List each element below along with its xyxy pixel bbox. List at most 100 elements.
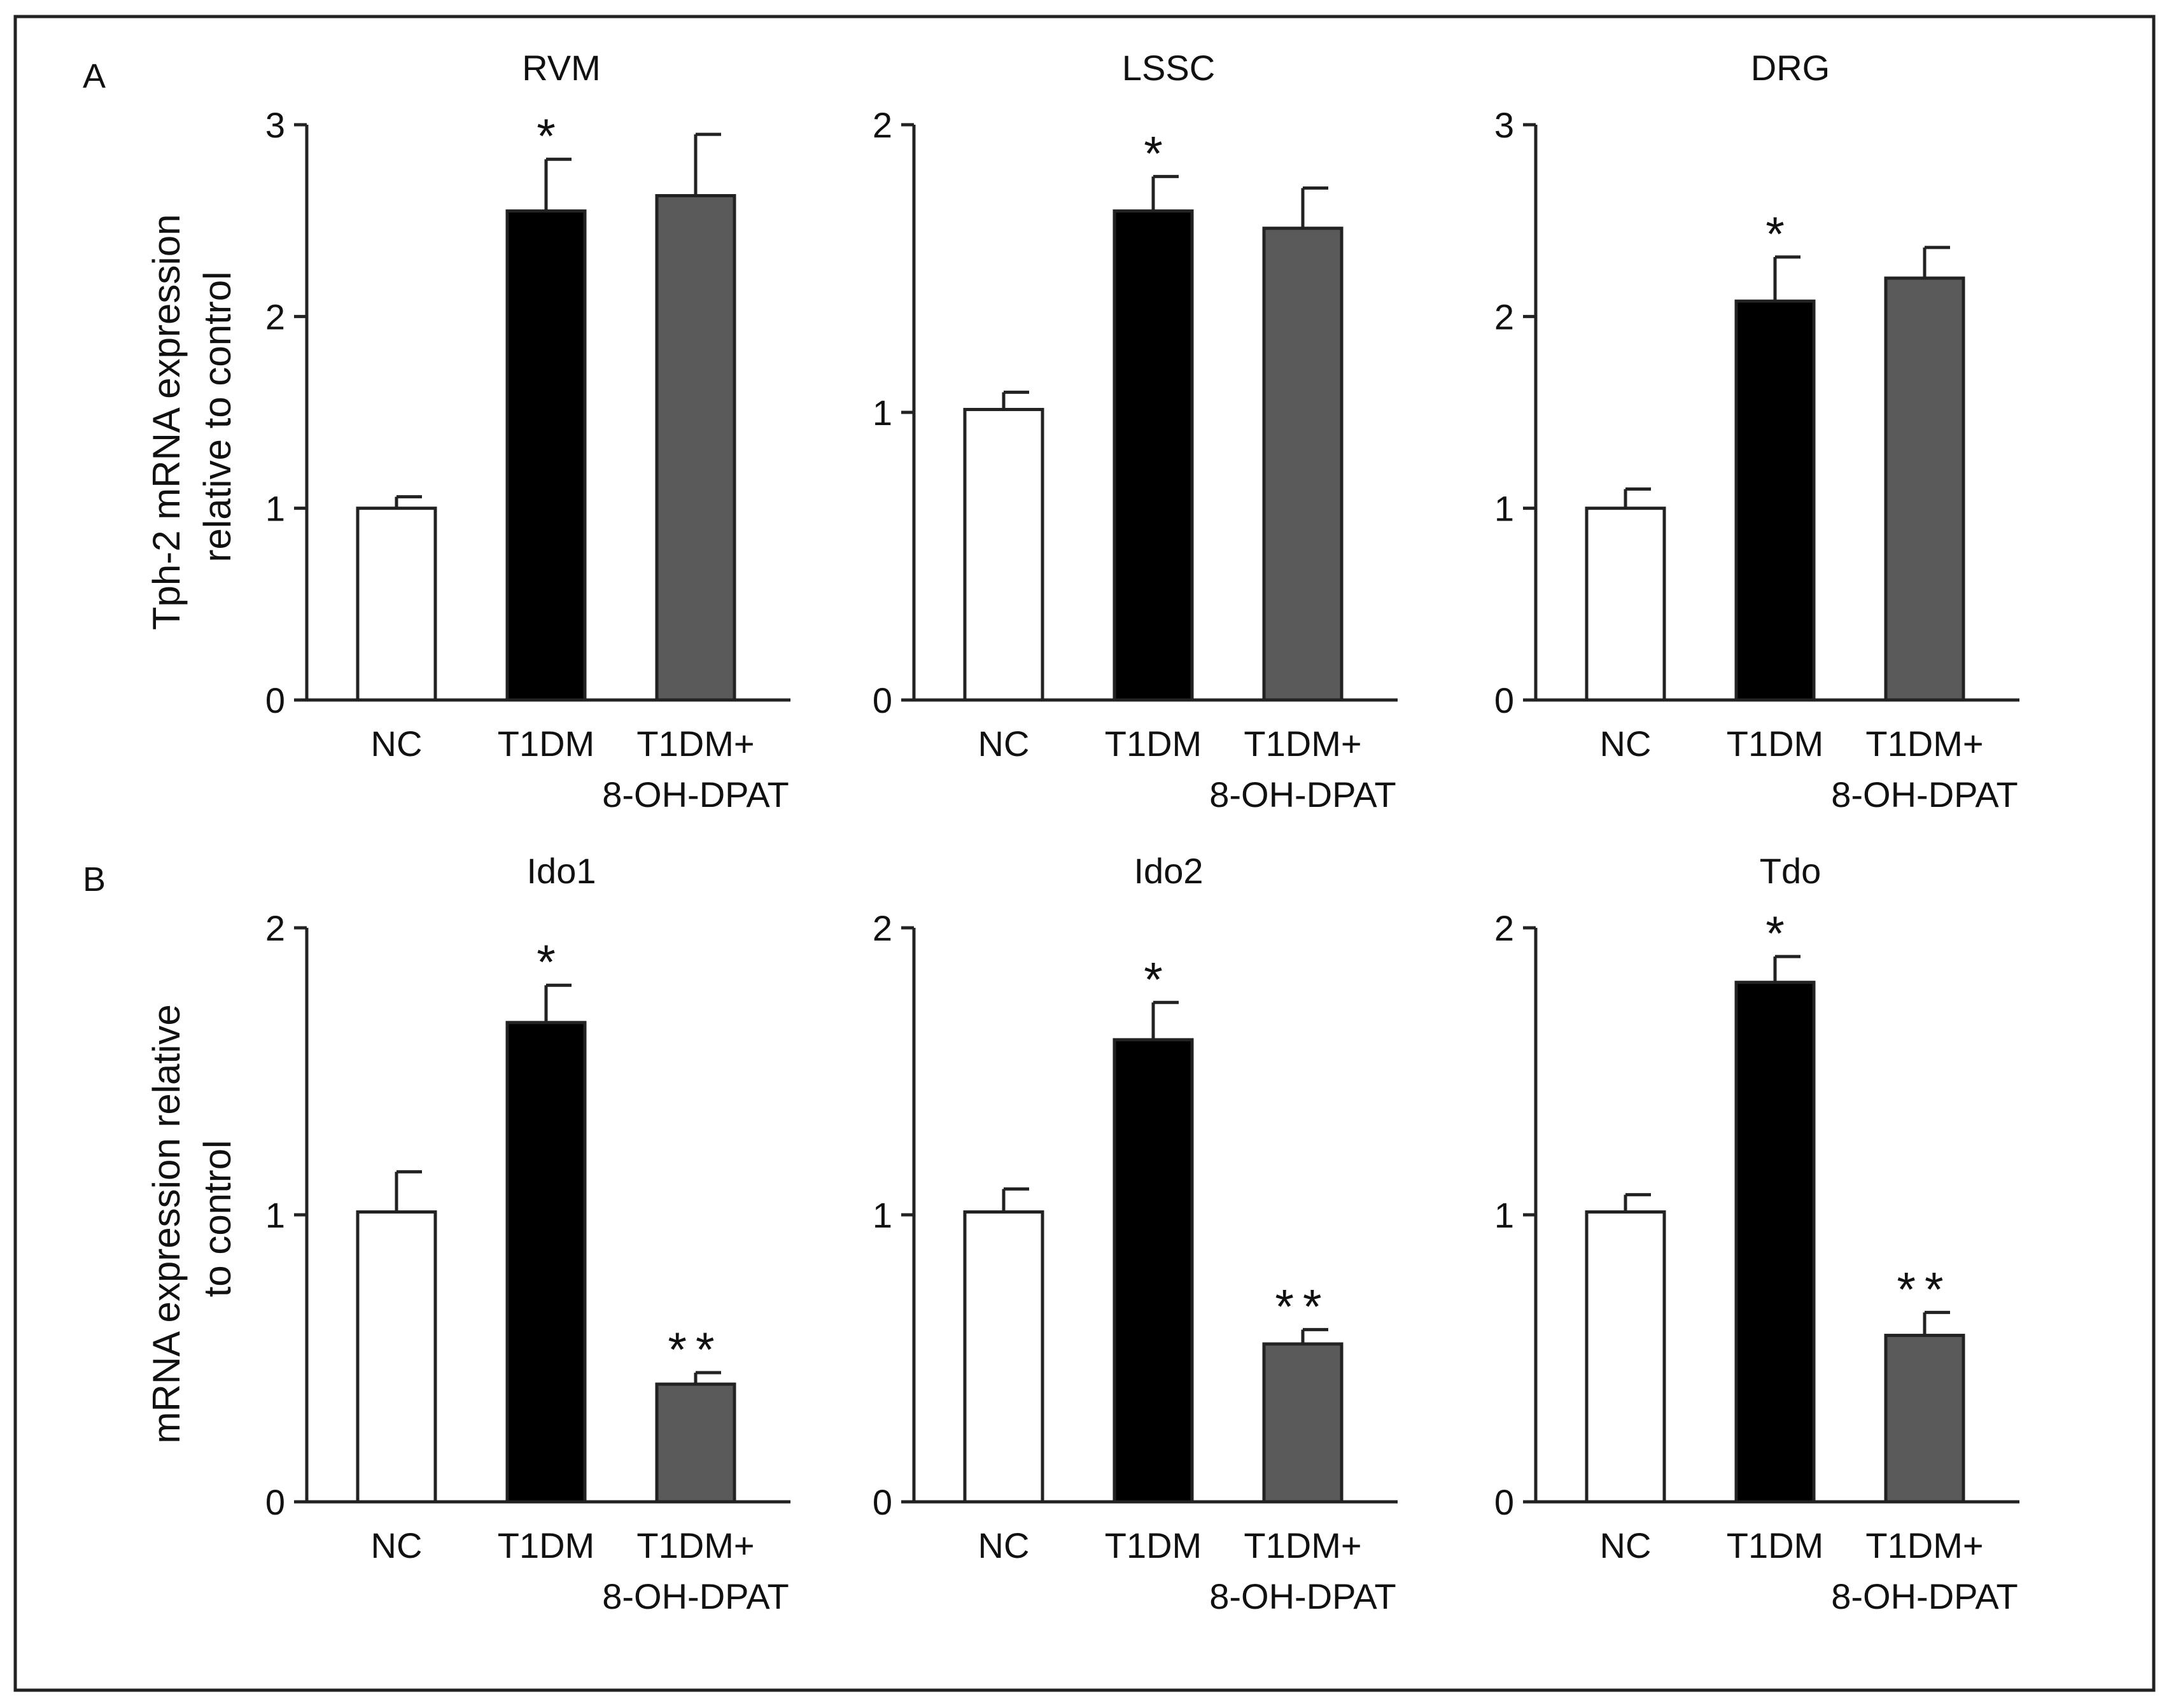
chart-drg: DRG 0 1 2 3 NC * T1DM T1DM+ 8-OH-DPAT	[1494, 48, 2019, 815]
chart-title: Ido1	[527, 851, 596, 891]
category-label: T1DM+ 8-OH-DPAT	[602, 1525, 789, 1616]
y-tick-label: 2	[873, 105, 892, 145]
y-tick-label: 2	[873, 908, 892, 948]
bar	[1262, 227, 1344, 702]
chart-ido1: Ido1 0 1 2 NC * T1DM ** T1DM+ 8-OH-DPAT	[265, 851, 790, 1616]
chart-title: Ido2	[1134, 851, 1204, 891]
category-label-line: T1DM	[1727, 724, 1823, 764]
category-label-line: NC	[978, 724, 1030, 764]
bar	[1585, 507, 1666, 702]
chart-title: Tdo	[1760, 851, 1822, 891]
significance-marker: *	[1144, 127, 1163, 181]
y-axis-label-b: mRNA expression relative to control	[145, 994, 239, 1444]
y-axis-label-a-line-1: Tph-2 mRNA expression	[145, 214, 188, 631]
category-label-line: T1DM+	[636, 724, 754, 764]
category-label-line: 8-OH-DPAT	[1831, 774, 2018, 815]
significance-marker: *	[1765, 907, 1785, 961]
category-label-line: 8-OH-DPAT	[1209, 1576, 1396, 1616]
bar	[1884, 276, 1965, 702]
category-label-line: T1DM+	[1865, 1525, 1983, 1565]
category-label: NC	[978, 724, 1030, 764]
category-label: T1DM+ 8-OH-DPAT	[1831, 1525, 2018, 1616]
category-label: NC	[1600, 724, 1652, 764]
category-label-line: T1DM	[1105, 1525, 1202, 1565]
category-label: T1DM+ 8-OH-DPAT	[602, 724, 789, 815]
y-axis-label-a: Tph-2 mRNA expression relative to contro…	[145, 204, 239, 630]
bar	[1113, 1038, 1194, 1504]
category-label-line: T1DM	[498, 724, 594, 764]
y-tick-label: 3	[265, 105, 285, 145]
category-label-line: T1DM	[498, 1525, 594, 1565]
category-label-line: NC	[978, 1525, 1030, 1565]
y-tick-label: 1	[265, 489, 285, 529]
significance-marker: *	[537, 109, 556, 164]
y-tick-label: 1	[265, 1195, 285, 1235]
significance-marker: *	[1765, 207, 1785, 262]
category-label: T1DM	[498, 724, 594, 764]
y-tick-label: 0	[1494, 1482, 1514, 1522]
category-label-line: T1DM	[1105, 724, 1202, 764]
y-axis-label-b-line-2: to control	[196, 1140, 239, 1298]
bar	[505, 209, 587, 702]
bar	[655, 1382, 736, 1504]
category-label-line: 8-OH-DPAT	[602, 1576, 789, 1616]
category-label-line: T1DM+	[636, 1525, 754, 1565]
y-tick-label: 1	[873, 1195, 892, 1235]
significance-marker: *	[537, 935, 556, 990]
category-label-line: NC	[1600, 1525, 1652, 1565]
chart-panels: RVM 0 1 2 3 NC * T1DM T1DM+ 8-OH-DPAT LSSC 0 1 2 NC * T1…	[265, 48, 2019, 1616]
category-label: T1DM	[1727, 724, 1823, 764]
y-tick-label: 0	[873, 1482, 892, 1522]
bar	[655, 193, 736, 702]
y-tick-label: 0	[1494, 680, 1514, 720]
category-label-line: 8-OH-DPAT	[602, 774, 789, 815]
significance-marker: **	[1275, 1280, 1330, 1334]
category-label-line: T1DM	[1727, 1525, 1823, 1565]
y-tick-label: 2	[1494, 908, 1514, 948]
chart-ido2: Ido2 0 1 2 NC * T1DM ** T1DM+ 8-OH-DPAT	[873, 851, 1398, 1616]
bar	[1262, 1342, 1344, 1504]
bar	[963, 407, 1044, 702]
bar	[356, 1210, 437, 1504]
panel-b-label: B	[83, 860, 106, 899]
chart-rvm: RVM 0 1 2 3 NC * T1DM T1DM+ 8-OH-DPAT	[265, 48, 790, 815]
category-label: T1DM	[1105, 1525, 1202, 1565]
y-tick-label: 2	[1494, 297, 1514, 337]
category-label-line: T1DM+	[1865, 724, 1983, 764]
significance-marker: **	[1897, 1263, 1952, 1317]
chart-title: RVM	[522, 48, 600, 88]
bar	[1734, 299, 1816, 702]
category-label: T1DM	[1727, 1525, 1823, 1565]
bar	[1884, 1333, 1965, 1504]
significance-marker: *	[1144, 953, 1163, 1007]
category-label: T1DM	[498, 1525, 594, 1565]
category-label: T1DM+ 8-OH-DPAT	[1209, 1525, 1396, 1616]
y-tick-label: 3	[1494, 105, 1514, 145]
category-label: NC	[371, 1525, 423, 1565]
category-label: T1DM+ 8-OH-DPAT	[1209, 724, 1396, 815]
category-label-line: NC	[1600, 724, 1652, 764]
panel-a-label: A	[83, 57, 106, 95]
bar	[963, 1210, 1044, 1504]
category-label: NC	[1600, 1525, 1652, 1565]
bar	[1734, 981, 1816, 1504]
category-label-line: 8-OH-DPAT	[1831, 1576, 2018, 1616]
y-tick-label: 2	[265, 908, 285, 948]
y-tick-label: 1	[1494, 1195, 1514, 1235]
significance-marker: **	[668, 1323, 723, 1377]
chart-tdo: Tdo 0 1 2 NC * T1DM ** T1DM+ 8-OH-DPAT	[1494, 851, 2019, 1616]
category-label-line: 8-OH-DPAT	[1209, 774, 1396, 815]
figure-frame	[13, 15, 2156, 1692]
y-tick-label: 0	[265, 1482, 285, 1522]
y-axis-label-b-line-1: mRNA expression relative	[145, 1004, 188, 1443]
category-label: NC	[978, 1525, 1030, 1565]
y-tick-label: 0	[873, 680, 892, 720]
y-axis-label-a-line-2: relative to control	[196, 272, 239, 563]
category-label: T1DM+ 8-OH-DPAT	[1831, 724, 2018, 815]
y-tick-label: 2	[265, 297, 285, 337]
chart-lssc: LSSC 0 1 2 NC * T1DM T1DM+ 8-OH-DPAT	[873, 48, 1398, 815]
category-label-line: T1DM+	[1244, 724, 1361, 764]
bar	[356, 507, 437, 702]
category-label: T1DM	[1105, 724, 1202, 764]
